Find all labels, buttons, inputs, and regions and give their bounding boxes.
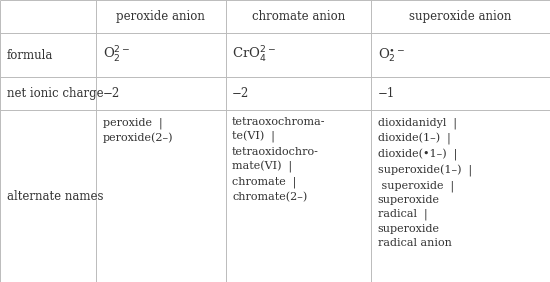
- Text: chromate anion: chromate anion: [252, 10, 345, 23]
- Text: −1: −1: [378, 87, 395, 100]
- Text: −2: −2: [103, 87, 120, 100]
- Text: CrO$_4^{2-}$: CrO$_4^{2-}$: [232, 45, 276, 65]
- Text: dioxidanidyl  |
dioxide(1–)  |
dioxide(•1–)  |
superoxide(1–)  |
 superoxide  |
: dioxidanidyl | dioxide(1–) | dioxide(•1–…: [378, 117, 472, 248]
- Text: alternate names: alternate names: [7, 190, 103, 203]
- Text: O$_2^{2-}$: O$_2^{2-}$: [103, 45, 130, 65]
- Text: peroxide anion: peroxide anion: [117, 10, 205, 23]
- Text: superoxide anion: superoxide anion: [409, 10, 512, 23]
- Text: net ionic charge: net ionic charge: [7, 87, 103, 100]
- Text: formula: formula: [7, 49, 53, 62]
- Text: peroxide  |
peroxide(2–): peroxide | peroxide(2–): [103, 117, 173, 143]
- Text: tetraoxochroma-
te(VI)  |
tetraoxidochro-
mate(VI)  |
chromate  |
chromate(2–): tetraoxochroma- te(VI) | tetraoxidochro-…: [232, 117, 326, 202]
- Text: O$_2^{\bullet-}$: O$_2^{\bullet-}$: [378, 46, 405, 64]
- Text: −2: −2: [232, 87, 249, 100]
